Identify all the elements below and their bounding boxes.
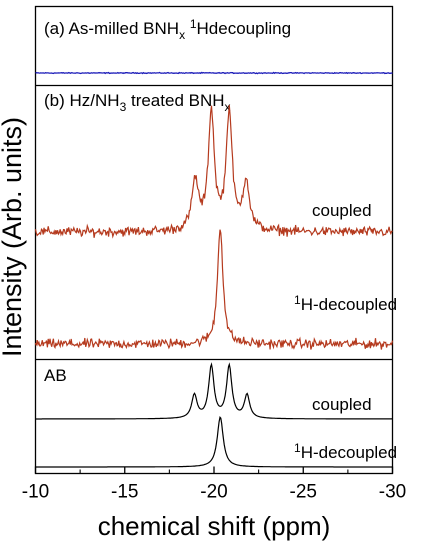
trace-label-decoupled-simulated: 1H-decoupled [294,441,397,462]
panel-b-title: (b) Hz/NH3 treated BNHx [44,91,231,114]
panel-a-title: (a) As-milled BNHx 1Hdecoupling [44,17,291,42]
x-axis-label: chemical shift (ppm) [98,511,331,541]
x-tick-label: -25 [290,482,317,503]
panel-ab-title: AB [44,366,67,385]
series-treated-coupled [34,105,393,239]
x-tick-label: -20 [200,482,227,503]
x-axis-ticks: -10 -15 -20 -25 -30 [22,466,406,503]
series-ab-coupled [35,362,393,420]
x-tick-label: -30 [379,482,406,503]
x-tick-label: -10 [22,482,49,503]
series-treated-decoupled [34,229,394,350]
x-tick-label: -15 [111,482,138,503]
trace-label-decoupled-experimental: 1H-decoupled [294,293,397,314]
trace-label-coupled-simulated: coupled [312,395,372,414]
trace-label-coupled-experimental: coupled [312,201,372,220]
series-ab-decoupled [35,416,393,468]
y-axis-label: Intensity (Arb. units) [0,117,27,357]
series-as-milled-noise [35,71,393,75]
